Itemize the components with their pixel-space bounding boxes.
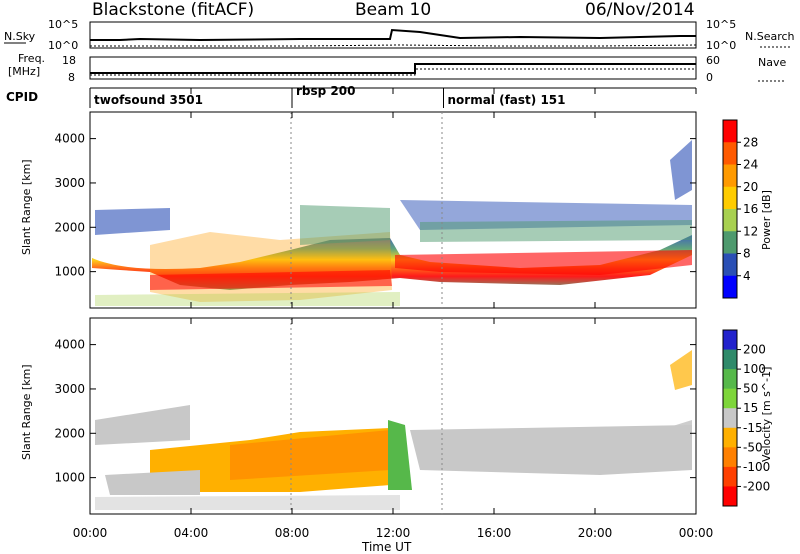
colorbar-swatch: [723, 466, 737, 487]
freq-line: [90, 63, 696, 74]
colorbar-swatch: [723, 164, 737, 188]
freq-label-2: [MHz]: [8, 65, 40, 78]
date-title: 06/Nov/2014: [585, 0, 695, 20]
colorbar-swatch: [723, 209, 737, 232]
colorbar-tick-label: 12: [743, 224, 758, 238]
time-tick-label: 20:00: [578, 526, 613, 540]
power-ylabel: Slant Range [km]: [20, 159, 33, 255]
velocity-colorbar: 200 100 50 15 -15 -50 -100 -200: [722, 329, 770, 507]
station-title: Blackstone (fitACF): [92, 0, 254, 20]
freq-panel: [89, 56, 697, 80]
colorbar-swatch: [723, 349, 737, 370]
noise-sky-line: [90, 28, 696, 42]
y-tick-label: 3000: [54, 176, 85, 190]
nave-line: [90, 68, 696, 76]
noise-panel: [89, 21, 697, 49]
time-tick-label: 16:00: [477, 526, 512, 540]
y-tick-label: 4000: [54, 132, 85, 146]
time-tick-label: 00:00: [73, 526, 108, 540]
cpid-mode-label: rbsp 200: [296, 84, 355, 98]
velocity-panel: [89, 317, 697, 515]
colorbar-tick-label: 8: [743, 247, 751, 261]
freq-left-tick-high: 18: [62, 54, 76, 67]
colorbar-tick-label: -200: [743, 479, 770, 493]
noise-left-tick-low: 10^0: [48, 39, 78, 52]
colorbar-tick-label: 15: [743, 401, 758, 415]
time-axis-ticks: 00:00 04:00 08:00 12:00 16:00 20:00 00:00: [73, 88, 714, 540]
noise-right-tick-high: 10^5: [706, 18, 736, 31]
cpid-label: CPID: [6, 90, 38, 104]
colorbar-swatch: [723, 120, 737, 143]
colorbar-tick-label: 28: [743, 135, 758, 149]
y-tick-label: 3000: [54, 382, 85, 396]
noise-left-tick-high: 10^5: [48, 18, 78, 31]
colorbar-swatch: [723, 253, 737, 277]
power-colorbar: 28 24 20 16 12 8 4: [722, 119, 758, 299]
nave-label: Nave: [758, 56, 786, 69]
time-tick-label: 00:00: [679, 526, 714, 540]
noise-search-line: [90, 44, 697, 47]
velocity-colorbar-label: Velocity [m s^-1]: [760, 367, 773, 462]
nave-right-tick-low: 0: [706, 71, 713, 84]
colorbar-swatch: [723, 186, 737, 210]
velocity-heatmap: [95, 350, 692, 510]
colorbar-tick-label: 200: [743, 343, 766, 357]
y-tick-label: 2000: [54, 426, 85, 440]
cpid-modes: twofsound 3501 rbsp 200 normal (fast) 151: [89, 84, 566, 108]
colorbar-swatch: [723, 486, 737, 507]
noise-sky-label: N.Sky: [4, 30, 36, 43]
power-yticks: 1000 2000 3000 4000: [54, 132, 696, 279]
colorbar-swatch: [723, 447, 737, 468]
nave-right-tick-high: 60: [706, 54, 720, 67]
time-tick-label: 12:00: [376, 526, 411, 540]
freq-label-1: Freq.: [18, 52, 45, 65]
colorbar-swatch: [723, 388, 737, 409]
colorbar-tick-label: -50: [743, 440, 763, 454]
cpid-mode-label: normal (fast) 151: [448, 93, 566, 107]
y-tick-label: 4000: [54, 338, 85, 352]
colorbar-swatch: [723, 408, 737, 429]
colorbar-swatch: [723, 275, 737, 299]
time-tick-label: 04:00: [174, 526, 209, 540]
velocity-yticks: 1000 2000 3000 4000: [54, 338, 696, 485]
colorbar-swatch: [723, 231, 737, 254]
beam-title: Beam 10: [355, 0, 431, 20]
colorbar-swatch: [723, 330, 737, 351]
colorbar-tick-label: 16: [743, 202, 758, 216]
colorbar-tick-label: 4: [743, 269, 751, 283]
colorbar-tick-label: 20: [743, 180, 758, 194]
power-colorbar-label: Power [dB]: [760, 190, 773, 250]
colorbar-swatch: [723, 369, 737, 390]
time-tick-label: 08:00: [275, 526, 310, 540]
colorbar-tick-label: 24: [743, 158, 758, 172]
colorbar-swatch: [723, 142, 737, 165]
freq-left-tick-low: 8: [68, 71, 75, 84]
noise-search-label: N.Search: [745, 30, 795, 43]
colorbar-tick-label: 50: [743, 382, 758, 396]
colorbar-swatch: [723, 427, 737, 448]
power-panel: [89, 111, 697, 309]
colorbar-tick-label: 100: [743, 362, 766, 376]
colorbar-frame: [722, 329, 738, 507]
velocity-ylabel: Slant Range [km]: [20, 364, 33, 460]
power-heatmap: [92, 140, 692, 306]
y-tick-label: 2000: [54, 220, 85, 234]
noise-right-tick-low: 10^0: [706, 39, 736, 52]
y-tick-label: 1000: [54, 471, 85, 485]
cpid-mode-label: twofsound 3501: [94, 93, 203, 107]
colorbar-tick-label: -15: [743, 421, 763, 435]
y-tick-label: 1000: [54, 265, 85, 279]
colorbar-tick-label: -100: [743, 460, 770, 474]
time-axis-label: Time UT: [361, 540, 412, 554]
